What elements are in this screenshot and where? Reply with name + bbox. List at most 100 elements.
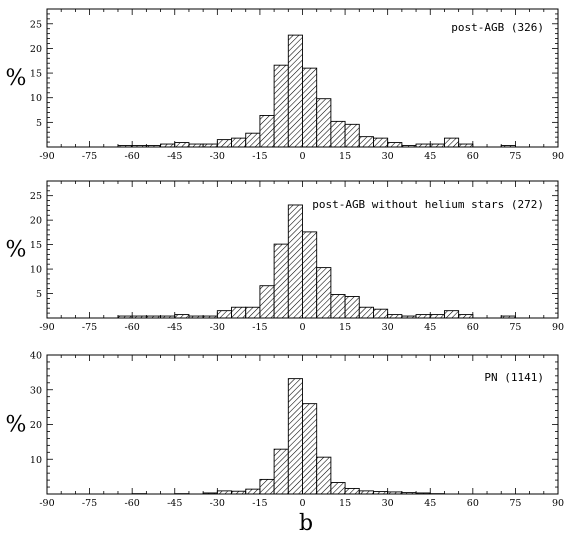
- x-tick-label: 15: [339, 498, 351, 509]
- panel-label: post-AGB without helium stars (272): [312, 198, 544, 211]
- histogram-bar: [231, 137, 247, 148]
- x-tick-label: 0: [299, 151, 305, 162]
- histogram-bar: [429, 314, 445, 319]
- histogram-bar: [259, 115, 275, 148]
- histogram-bar: [330, 120, 346, 148]
- x-tick-label: 0: [299, 498, 305, 509]
- x-tick-label: 30: [382, 498, 394, 509]
- y-tick-label: 25: [30, 19, 42, 30]
- histogram-bar: [302, 231, 318, 319]
- histogram-bar: [458, 314, 474, 319]
- histogram-bar: [245, 306, 261, 319]
- histogram-bar: [344, 487, 360, 495]
- histogram-bar: [302, 403, 318, 495]
- histogram-bar: [316, 456, 332, 495]
- x-tick-label: -15: [252, 322, 267, 333]
- x-tick-label: 60: [467, 498, 479, 509]
- x-tick-label: -60: [125, 322, 140, 333]
- histogram-bar: [231, 306, 247, 319]
- x-tick-label: 0: [299, 322, 305, 333]
- histogram-bar: [358, 136, 374, 148]
- histogram-bar: [330, 482, 346, 495]
- panel-1: -90 -75 -60 -45 -30 -15 0 15 30 45 60 75 90 5 10 15 20 25…: [6, 8, 564, 162]
- panel-label: post-AGB (326): [451, 21, 544, 34]
- y-tick-label: 40: [30, 351, 42, 362]
- histogram-bar: [415, 314, 431, 319]
- histogram-bar: [330, 294, 346, 319]
- x-tick-label: -90: [39, 322, 54, 333]
- panel-3: -90 -75 -60 -45 -30 -15 0 15 30 45 60 75 90 10 20 30 40%…: [6, 351, 565, 510]
- x-tick-label: 75: [509, 151, 521, 162]
- x-axis-label: b: [299, 511, 313, 536]
- x-tick-label: 90: [552, 151, 564, 162]
- x-tick-label: 60: [467, 322, 479, 333]
- y-axis-label: %: [6, 66, 27, 91]
- y-tick-label: 5: [36, 289, 42, 300]
- x-tick-label: -45: [167, 322, 182, 333]
- histogram-bar: [259, 478, 275, 495]
- histogram-bar: [316, 98, 332, 148]
- histogram-bar: [373, 137, 389, 148]
- x-tick-label: 90: [552, 498, 564, 509]
- panel-label: PN (1141): [484, 371, 544, 384]
- y-tick-label: 25: [30, 191, 42, 202]
- histogram-bar: [245, 132, 261, 148]
- histogram-bar: [443, 137, 460, 148]
- y-tick-label: 20: [30, 420, 42, 431]
- histogram-bar: [358, 306, 374, 319]
- y-tick-label: 10: [30, 455, 42, 466]
- histogram-bar: [273, 64, 289, 148]
- histogram-bar: [344, 296, 360, 319]
- y-tick-label: 20: [30, 44, 42, 55]
- histogram-bar: [174, 142, 190, 148]
- x-tick-label: 45: [424, 498, 436, 509]
- x-tick-label: -75: [82, 322, 97, 333]
- x-tick-label: 60: [467, 151, 479, 162]
- x-tick-label: -90: [39, 151, 54, 162]
- histogram-bar: [273, 243, 289, 319]
- x-tick-label: -30: [210, 498, 225, 509]
- histogram-bar: [216, 139, 232, 148]
- x-tick-label: 75: [509, 322, 521, 333]
- x-tick-label: 30: [382, 151, 394, 162]
- histogram-bar: [174, 314, 190, 319]
- x-tick-label: -15: [252, 151, 267, 162]
- x-tick-label: 30: [382, 322, 394, 333]
- histogram-bar: [316, 267, 332, 319]
- y-tick-label: 20: [30, 216, 42, 227]
- y-tick-label: 10: [30, 93, 42, 104]
- y-axis-label: %: [6, 413, 27, 438]
- y-tick-label: 15: [30, 69, 42, 80]
- y-tick-label: 15: [30, 240, 42, 251]
- histogram-bar: [344, 123, 360, 148]
- x-tick-label: 90: [552, 322, 564, 333]
- x-tick-label: -30: [210, 151, 225, 162]
- x-tick-label: 45: [424, 151, 436, 162]
- histogram-bar: [287, 378, 303, 495]
- x-tick-label: -45: [167, 498, 182, 509]
- x-tick-label: 45: [424, 322, 436, 333]
- histogram-bar: [387, 314, 403, 319]
- histogram-bar: [216, 310, 232, 319]
- x-tick-label: -75: [82, 151, 97, 162]
- histogram-bar: [273, 448, 289, 495]
- histogram-bar: [302, 67, 318, 148]
- histogram-bar: [443, 310, 460, 319]
- histogram-bar: [287, 34, 303, 148]
- x-tick-label: -60: [125, 151, 140, 162]
- x-tick-label: 15: [339, 151, 351, 162]
- histogram-bar: [387, 142, 403, 148]
- y-tick-label: 5: [36, 118, 42, 129]
- panel-2: -90 -75 -60 -45 -30 -15 0 15 30 45 60 75 90 5 10 15 20 25…: [6, 180, 564, 333]
- y-axis-label: %: [6, 238, 27, 263]
- x-tick-label: -45: [167, 151, 182, 162]
- x-tick-label: -90: [39, 498, 54, 509]
- x-tick-label: -30: [210, 322, 225, 333]
- histogram-bar: [259, 285, 275, 319]
- y-tick-label: 30: [30, 385, 42, 396]
- x-tick-label: -15: [252, 498, 267, 509]
- x-tick-label: -75: [82, 498, 97, 509]
- y-tick-label: 10: [30, 265, 42, 276]
- x-tick-label: 75: [509, 498, 521, 509]
